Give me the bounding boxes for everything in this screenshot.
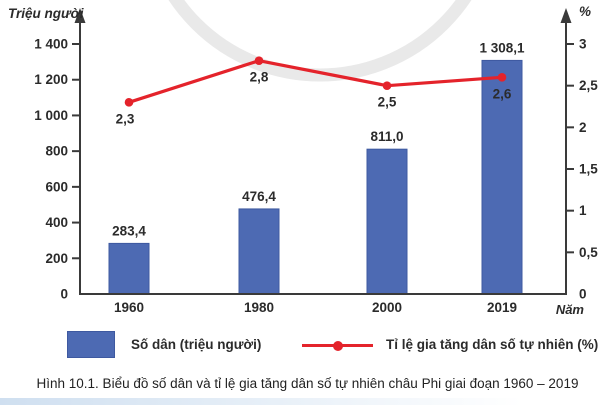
right-axis-arrow-icon bbox=[560, 8, 572, 23]
line-point-2019 bbox=[497, 73, 507, 82]
left-axis-tick-label: 600 bbox=[45, 179, 68, 194]
right-axis-tick-label: 0,5 bbox=[579, 245, 598, 260]
bar-value-label-2019: 1 308,1 bbox=[479, 40, 525, 55]
right-axis-tick-label: 1,5 bbox=[579, 162, 598, 177]
x-axis-category-label: 2000 bbox=[372, 300, 402, 315]
left-axis-tick-label: 1 400 bbox=[34, 37, 68, 52]
legend-bar-label: Số dân (triệu người) bbox=[131, 337, 262, 352]
left-axis-tick-label: 400 bbox=[45, 215, 68, 230]
watermark-ring bbox=[168, 0, 472, 82]
page-edge-strip bbox=[0, 398, 615, 405]
bar-value-label-1980: 476,4 bbox=[242, 189, 276, 204]
right-axis-title: % bbox=[579, 4, 591, 19]
population-growth-chart: 283,4 476,4 811,0 1 308,1 0 200 400 600 800 1 000… bbox=[8, 0, 598, 317]
bar-2000 bbox=[366, 148, 408, 295]
bar-value-label-2000: 811,0 bbox=[370, 129, 403, 144]
line-value-label-1960: 2,3 bbox=[116, 111, 135, 126]
legend-line-label: Tỉ lệ gia tăng dân số tự nhiên (%) bbox=[386, 337, 599, 352]
bar-2019 bbox=[481, 59, 523, 295]
line-point-1980 bbox=[254, 56, 264, 65]
line-value-label-2019: 2,6 bbox=[493, 86, 512, 101]
x-axis-category-label: 2019 bbox=[487, 300, 517, 315]
left-axis-title: Triệu người bbox=[8, 6, 84, 21]
legend-line-swatch bbox=[302, 340, 373, 351]
left-axis-tick-label: 0 bbox=[60, 287, 68, 302]
legend-bar-swatch bbox=[67, 331, 115, 358]
line-value-label-2000: 2,5 bbox=[378, 95, 397, 110]
growth-rate-line bbox=[127, 59, 504, 104]
left-axis-tick-label: 1 000 bbox=[34, 108, 68, 123]
x-axis-category-label: 1980 bbox=[244, 300, 274, 315]
line-point-1960 bbox=[124, 98, 134, 107]
line-point-2000 bbox=[382, 81, 392, 90]
right-axis-tick-label: 2 bbox=[579, 120, 587, 135]
line-value-label-1980: 2,8 bbox=[250, 70, 269, 85]
left-axis-arrow-icon bbox=[74, 8, 86, 23]
right-axis-tick-label: 0 bbox=[579, 287, 587, 302]
right-axis-tick-label: 3 bbox=[579, 37, 587, 52]
left-axis-tick-label: 800 bbox=[45, 144, 68, 159]
figure-caption: Hình 10.1. Biểu đồ số dân và tỉ lệ gia t… bbox=[36, 376, 579, 391]
left-axis-tick-label: 200 bbox=[45, 251, 68, 266]
right-axis-tick-label: 1 bbox=[579, 203, 587, 218]
x-axis-category-label: 1960 bbox=[114, 300, 144, 315]
right-axis-tick-label: 2,5 bbox=[579, 78, 598, 93]
left-axis-tick-label: 1 200 bbox=[34, 72, 68, 87]
legend-line-dot-icon bbox=[333, 340, 343, 351]
bar-1960 bbox=[108, 242, 150, 295]
x-axis-title: Năm bbox=[556, 302, 585, 317]
bar-1980 bbox=[238, 208, 280, 295]
bar-value-label-1960: 283,4 bbox=[112, 223, 146, 238]
